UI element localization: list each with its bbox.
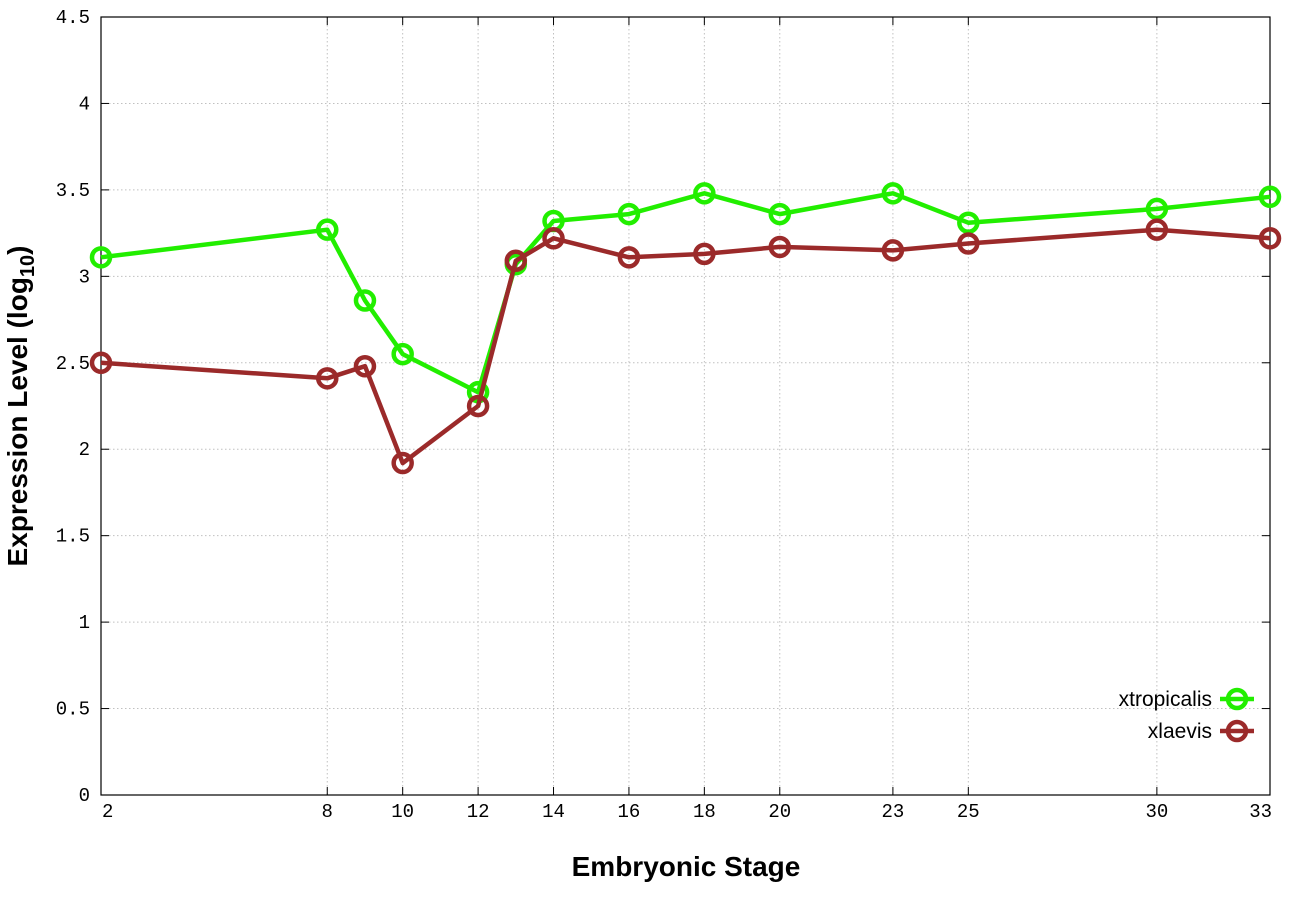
y-axis-title-subscript: 10 [17, 255, 39, 277]
x-axis-title: Embryonic Stage [572, 851, 801, 882]
x-tick-label: 16 [618, 801, 641, 823]
legend-item-xtropicalis: xtropicalis [1119, 687, 1254, 711]
series-xtropicalis [89, 182, 1282, 404]
y-tick-label: 4.5 [56, 7, 90, 29]
series-line-xlaevis [100, 227, 1271, 466]
x-tick-label: 30 [1145, 801, 1168, 823]
axes [100, 16, 1271, 796]
x-tick-label: 23 [881, 801, 904, 823]
y-tick-label: 2 [79, 439, 90, 461]
data-point-xlaevis [768, 235, 792, 259]
grid [101, 17, 1270, 795]
legend-label: xtropicalis [1119, 688, 1212, 711]
legend-marker-swatch [1225, 687, 1249, 711]
data-point-xtropicalis [353, 289, 377, 312]
data-point-xtropicalis [957, 211, 980, 234]
data-point-xtropicalis [617, 202, 641, 226]
x-tick-label: 2 [102, 801, 113, 823]
data-point-xtropicalis [316, 218, 339, 241]
data-point-xtropicalis [89, 246, 113, 269]
data-point-xtropicalis [693, 182, 716, 205]
legend-marker-swatch [1225, 719, 1249, 743]
plot-border [100, 16, 1271, 796]
data-point-xlaevis [466, 394, 490, 418]
data-point-xtropicalis [391, 342, 414, 366]
y-tick-label: 0 [79, 785, 90, 807]
y-tick-label: 1.5 [56, 526, 90, 548]
data-point-xlaevis [693, 242, 716, 266]
data-point-xtropicalis [768, 202, 792, 226]
y-tick-label: 2.5 [56, 353, 90, 375]
data-point-xlaevis [504, 249, 528, 273]
legend: xtropicalis xlaevis [1119, 687, 1254, 743]
data-point-xlaevis [353, 354, 377, 378]
x-tick-label: 18 [693, 801, 716, 823]
data-point-xlaevis [316, 367, 339, 390]
y-tick-label: 3.5 [56, 180, 90, 202]
y-tick-label: 3 [79, 266, 90, 288]
legend-label: xlaevis [1148, 720, 1212, 743]
data-point-xlaevis [1258, 227, 1282, 250]
x-tick-label: 14 [542, 801, 565, 823]
data-point-xtropicalis [881, 182, 905, 205]
x-tick-label: 25 [957, 801, 980, 823]
data-point-xlaevis [1145, 218, 1169, 241]
y-tick-label: 0.5 [56, 699, 90, 721]
x-tick-label: 10 [391, 801, 414, 823]
data-point-xlaevis [391, 451, 414, 475]
x-tick-label: 33 [1249, 801, 1272, 823]
y-tick-label: 4 [79, 93, 90, 115]
y-axis-title: Expression Level (log10) [2, 246, 39, 567]
y-axis-title-close: ) [2, 246, 33, 255]
x-tick-label: 12 [467, 801, 490, 823]
x-tick-label: 8 [322, 801, 333, 823]
data-point-xlaevis [881, 239, 905, 262]
data-point-xlaevis [542, 227, 565, 250]
data-point-xtropicalis [1258, 185, 1282, 209]
data-point-xtropicalis [1145, 197, 1169, 221]
data-point-xlaevis [957, 232, 980, 255]
y-tick-label: 1 [79, 612, 90, 634]
data-point-xlaevis [617, 246, 641, 269]
y-axis-title-main: Expression Level (log [2, 277, 33, 566]
series-xlaevis [89, 218, 1282, 475]
legend-item-xlaevis: xlaevis [1148, 719, 1254, 743]
data-point-xlaevis [89, 351, 113, 375]
tick-labels: 0 0.5 1 1.5 2 2.5 3 3.5 4 4.5 2 8 10 12 14 16 18 20 23 25 30… [56, 7, 1272, 823]
series-layer [89, 182, 1282, 475]
x-tick-label: 20 [768, 801, 791, 823]
